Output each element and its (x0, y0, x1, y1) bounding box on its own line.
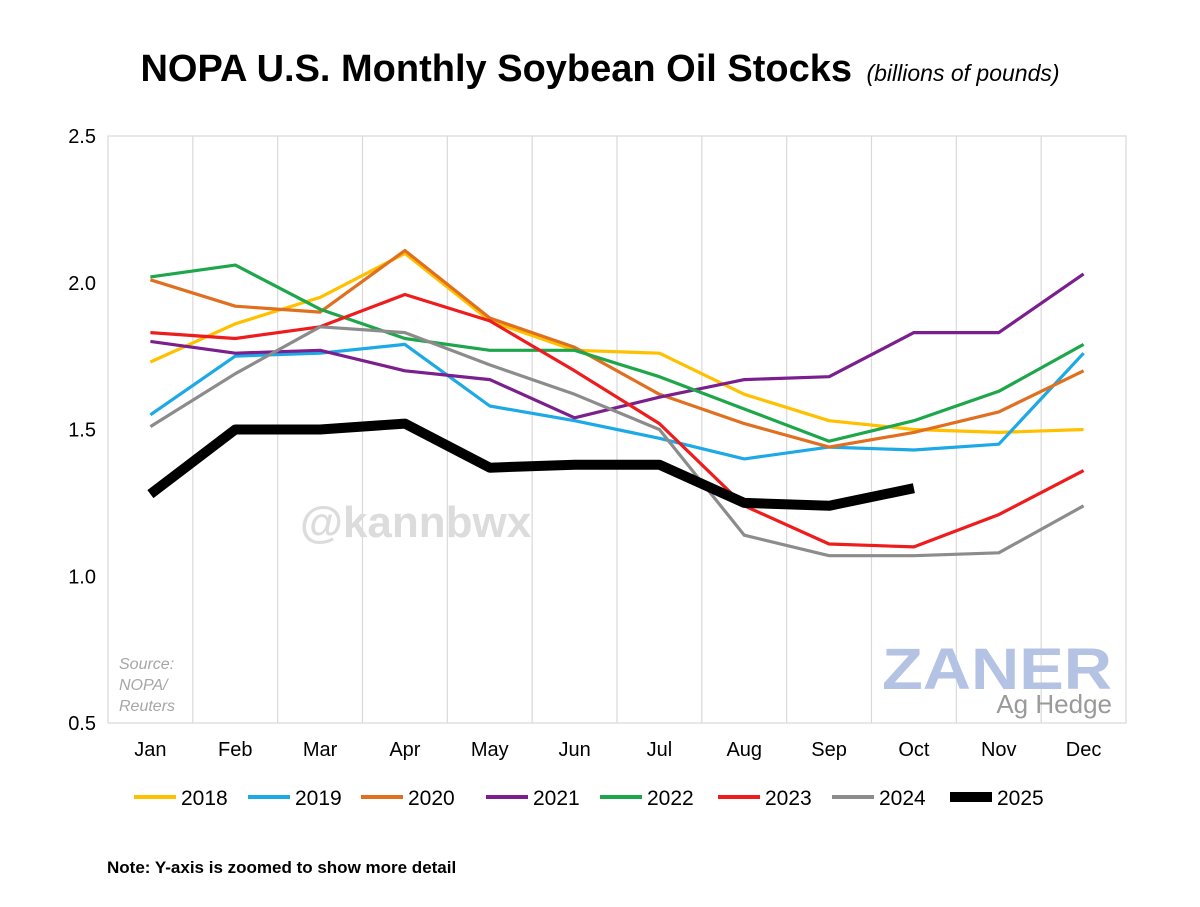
zaner-logo: ZANER Ag Hedge (882, 637, 1112, 719)
series-line-2022 (150, 263, 1085, 443)
logo-sub-text: Ag Hedge (996, 689, 1112, 719)
logo-main-text: ZANER (882, 637, 1112, 702)
legend: 2018 2019 2020 2021 2022 2023 2024 2025 (134, 787, 1044, 810)
footnote: Note: Y-axis is zoomed to show more deta… (107, 858, 457, 877)
series-line-2023 (150, 292, 1085, 549)
legend-label-2018: 2018 (181, 787, 228, 810)
source-line: Source: (119, 656, 174, 673)
y-axis-ticks: 0.5 1.0 1.5 2.0 2.5 (68, 126, 96, 735)
legend-label-2021: 2021 (533, 787, 580, 810)
source-note: Source: NOPA/ Reuters (119, 656, 175, 715)
x-tick-label: Dec (1066, 739, 1102, 761)
x-tick-label: Oct (898, 739, 930, 761)
x-tick-label: Aug (726, 739, 762, 761)
legend-label-2024: 2024 (879, 787, 926, 810)
watermark: @kannbwx (300, 498, 532, 547)
source-line: NOPA/ (119, 677, 169, 694)
series-line-2025 (147, 418, 915, 511)
x-tick-label: May (471, 739, 509, 761)
x-axis-ticks: Jan Feb Mar Apr May Jun Jul Aug Sep Oct Nov Dec (134, 739, 1101, 761)
plot-area-border (107, 135, 1127, 724)
series-line-2019 (149, 342, 1085, 461)
x-tick-label: Nov (981, 739, 1017, 761)
legend-label-2019: 2019 (295, 787, 342, 810)
x-tick-label: Sep (811, 739, 847, 761)
legend-label-2023: 2023 (765, 787, 812, 810)
series-line-2021 (150, 272, 1085, 420)
x-tick-label: Jul (647, 739, 673, 761)
source-line: Reuters (119, 698, 175, 715)
x-tick-label: Apr (389, 739, 420, 761)
x-tick-label: Mar (303, 739, 338, 761)
y-tick-label: 2.5 (68, 126, 96, 148)
series-line-2020 (149, 248, 1085, 449)
y-tick-label: 2.0 (68, 273, 96, 295)
chart-title-row: NOPA U.S. Monthly Soybean Oil Stocks (bi… (0, 48, 1200, 91)
chart-title: NOPA U.S. Monthly Soybean Oil Stocks (140, 48, 853, 90)
x-tick-label: Feb (218, 739, 252, 761)
legend-label-2020: 2020 (408, 787, 455, 810)
x-tick-label: Jan (134, 739, 166, 761)
series-lines (147, 248, 1085, 558)
y-tick-label: 1.0 (68, 566, 96, 588)
y-tick-label: 0.5 (68, 713, 96, 735)
chart-subtitle: (billions of pounds) (866, 60, 1060, 86)
x-tick-label: Jun (558, 739, 590, 761)
series-line-2024 (149, 325, 1085, 558)
y-tick-label: 1.5 (68, 420, 96, 442)
legend-label-2022: 2022 (647, 787, 694, 810)
legend-label-2025: 2025 (997, 787, 1044, 810)
